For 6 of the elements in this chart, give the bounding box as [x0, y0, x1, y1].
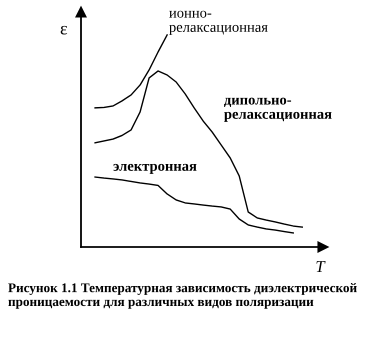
series-label: дипольно- релаксационная	[224, 98, 332, 122]
y-axis-title: ε	[60, 26, 68, 35]
text: Рисунок 1.1 Температурная зависимость диэлектрической проницаемости для различных видов поляризации	[8, 283, 357, 309]
x-axis-title: T	[316, 261, 326, 272]
series-label: электронная	[113, 164, 197, 174]
series-label: ионно- релаксационная	[169, 10, 268, 35]
